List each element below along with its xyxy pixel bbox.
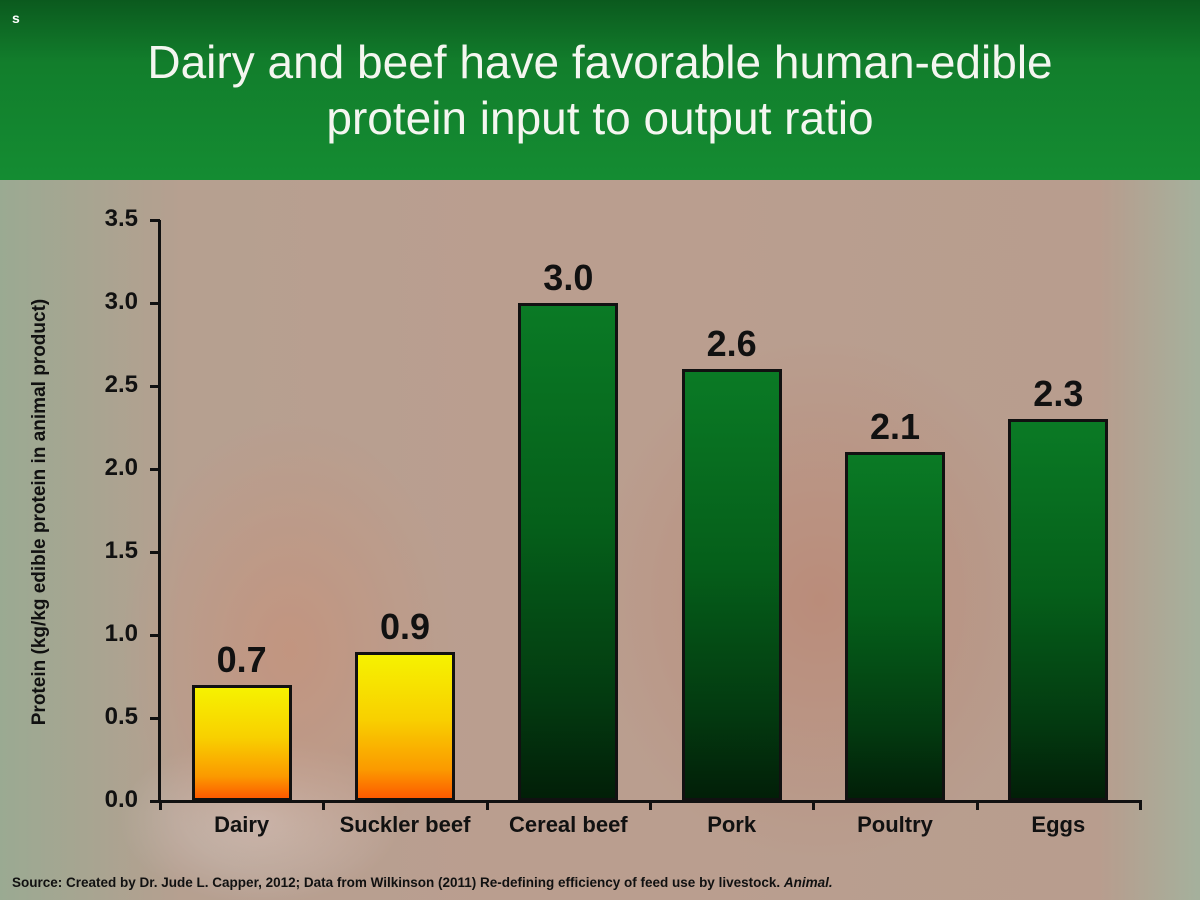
bar-value-label: 3.0 <box>543 257 594 298</box>
x-tick <box>485 800 489 810</box>
bar-value-label: 2.1 <box>869 406 921 448</box>
x-tick <box>159 800 162 810</box>
title-banner: s Dairy and beef have favorable human-ed… <box>0 0 1200 180</box>
source-citation: Source: Created by Dr. Jude L. Capper, 2… <box>12 875 833 890</box>
bar-pork <box>681 369 782 801</box>
x-category-label: Eggs <box>1031 812 1086 837</box>
y-tick-label: 1.0 <box>104 620 138 647</box>
y-tick-label: 3.0 <box>104 288 138 315</box>
y-tick <box>150 385 160 388</box>
bar-value-label: 0.7 <box>216 638 267 680</box>
y-tick <box>150 219 160 222</box>
y-tick <box>150 717 160 720</box>
y-tick-label: 1.5 <box>104 537 138 564</box>
y-tick-label: 0.5 <box>104 703 138 730</box>
y-tick <box>150 634 160 637</box>
x-category-label: Pork <box>707 812 757 837</box>
y-tick-label: 3.5 <box>104 205 138 232</box>
bar-poultry <box>845 452 945 801</box>
y-tick-label: 2.5 <box>104 371 138 398</box>
source-journal: Animal. <box>783 875 833 890</box>
slide-title: Dairy and beef have favorable human-edib… <box>0 34 1200 146</box>
corner-mark: s <box>12 10 20 26</box>
source-text: Source: Created by Dr. Jude L. Capper, 2… <box>12 875 784 890</box>
x-category-label: Dairy <box>214 812 270 837</box>
x-category-label: Suckler beef <box>339 812 471 837</box>
y-tick <box>150 551 160 554</box>
x-tick <box>649 800 652 810</box>
bar-suckler-beef <box>355 651 455 801</box>
x-category-label: Poultry <box>857 812 933 837</box>
x-category-label: Cereal beef <box>509 812 628 837</box>
y-axis-line <box>158 220 161 803</box>
y-tick <box>150 800 160 803</box>
y-tick <box>150 468 160 471</box>
title-line-1: Dairy and beef have favorable human-edib… <box>147 36 1053 88</box>
y-tick <box>150 302 160 305</box>
x-tick <box>322 800 326 810</box>
bar-cereal-beef <box>518 303 619 801</box>
x-tick <box>812 800 816 810</box>
y-tick-label: 0.0 <box>104 786 138 813</box>
bar-value-label: 2.3 <box>1033 373 1084 415</box>
bar-dairy <box>191 684 292 801</box>
x-tick <box>1139 800 1142 810</box>
x-tick <box>975 800 979 810</box>
bar-value-label: 2.6 <box>706 323 757 365</box>
y-tick-label: 2.0 <box>104 454 138 481</box>
bar-value-label: 0.9 <box>379 605 431 647</box>
bar-eggs <box>1008 419 1109 801</box>
title-line-2: protein input to output ratio <box>326 92 874 144</box>
